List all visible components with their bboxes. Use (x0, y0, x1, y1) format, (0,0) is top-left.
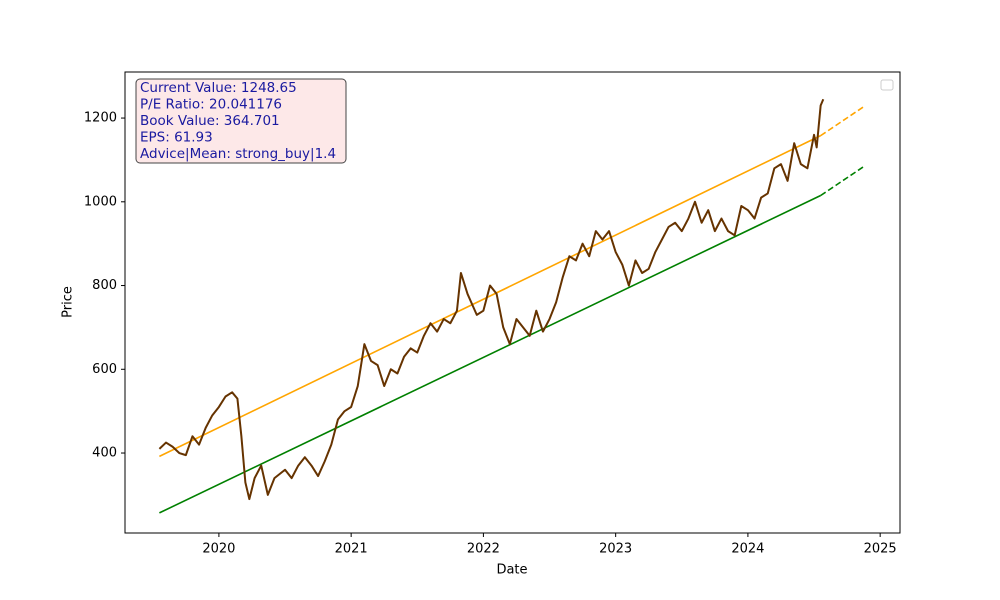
price-line (158, 98, 825, 501)
price-line (159, 134, 821, 458)
x-tick-label: 2022 (467, 542, 500, 557)
price-line (820, 165, 865, 197)
annotation-text: Current Value: 1248.65 (140, 80, 297, 96)
annotation-text: EPS: 61.93 (140, 130, 213, 146)
x-tick-label: 2020 (202, 542, 235, 557)
y-tick-label: 800 (92, 278, 117, 293)
y-tick-label: 600 (92, 362, 117, 377)
annotation-text: P/E Ratio: 20.041176 (140, 97, 282, 113)
annotation-box (135, 78, 347, 164)
price-line (159, 194, 821, 514)
annotation-text: Book Value: 364.701 (140, 113, 280, 129)
annotation-text: Advice|Mean: strong_buy|1.4 (140, 146, 336, 162)
legend (880, 79, 894, 91)
plot-frame (124, 71, 901, 534)
x-tick-label: 2021 (335, 542, 368, 557)
x-axis-label: Date (496, 563, 527, 578)
x-tick-label: 2023 (599, 542, 632, 557)
y-tick-label: 1000 (84, 194, 117, 209)
y-tick-label: 1200 (84, 111, 117, 126)
x-tick-label: 2025 (864, 542, 897, 557)
y-axis-label: Price (61, 286, 76, 318)
price-line (820, 105, 865, 137)
y-tick-label: 400 (92, 446, 117, 461)
x-tick-label: 2024 (731, 542, 764, 557)
